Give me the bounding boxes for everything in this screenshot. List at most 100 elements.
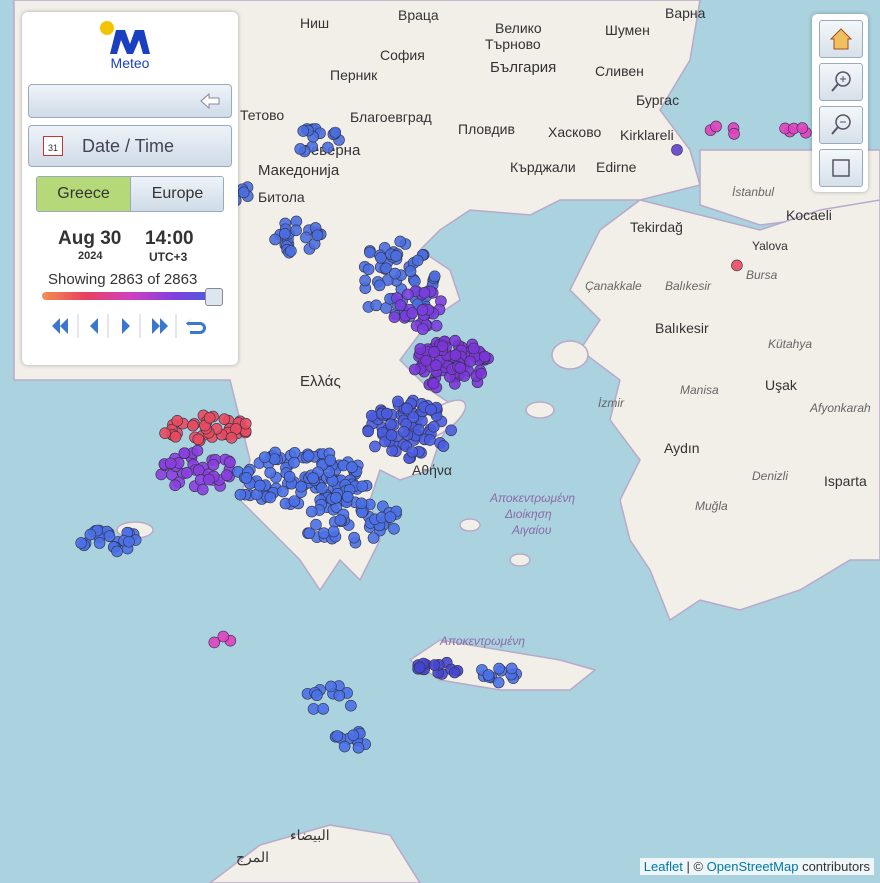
city-label: Yalova <box>752 239 788 253</box>
city-label: Пловдив <box>458 121 515 137</box>
tab-europe[interactable]: Europe <box>130 177 223 211</box>
strike-dot <box>341 490 354 503</box>
strike-dot <box>171 415 184 427</box>
strike-dot <box>407 411 420 424</box>
time: 14:00 <box>145 228 194 249</box>
region-label: Αποκεντρωμένη <box>489 491 575 505</box>
city-label: Tekirdağ <box>630 219 683 235</box>
strike-dot <box>384 511 397 523</box>
city-label: Враца <box>398 7 439 23</box>
city-label: Denizli <box>752 469 788 483</box>
strike-dot <box>283 470 296 483</box>
strike-dot <box>316 482 328 494</box>
attribution: Leaflet | © OpenStreetMap contributors <box>639 858 874 875</box>
strike-dot <box>203 473 215 486</box>
strike-dot <box>385 429 398 441</box>
strike-dot <box>394 299 407 312</box>
city-label: Bursa <box>746 268 778 282</box>
date-time-button[interactable]: 31 Date / Time <box>28 125 232 167</box>
strike-dot <box>279 228 291 240</box>
date: Aug 30 <box>58 228 122 249</box>
strike-dot <box>482 669 495 681</box>
strike-dot <box>449 334 461 347</box>
strike-dot <box>310 518 322 531</box>
strike-dot <box>324 454 337 467</box>
strike-dot <box>258 451 271 463</box>
logo: Meteo <box>100 21 150 71</box>
leaflet-link[interactable]: Leaflet <box>643 859 683 874</box>
slider-handle[interactable] <box>205 288 223 306</box>
strike-dot <box>75 537 87 549</box>
strike-dot <box>796 122 809 134</box>
strike-dot <box>192 464 205 476</box>
reset-button[interactable] <box>186 318 206 334</box>
city-label: Aydın <box>664 440 700 456</box>
strike-dot <box>408 363 421 376</box>
city-label: İstanbul <box>732 185 774 199</box>
strike-dot <box>425 403 437 416</box>
attribution-contributors: contributors <box>802 859 870 874</box>
strike-dot <box>331 730 344 742</box>
strike-dot <box>84 528 97 541</box>
strike-dot <box>464 355 477 368</box>
strike-dot <box>404 265 417 278</box>
strike-dot <box>330 492 342 504</box>
strike-dot <box>352 741 365 754</box>
city-label: İzmir <box>598 396 625 410</box>
city-label: Çanakkale <box>585 279 642 293</box>
tab-greece[interactable]: Greece <box>37 177 130 211</box>
strike-dot <box>454 362 467 374</box>
strike-dot <box>297 125 310 137</box>
strike-dot <box>288 446 301 459</box>
strike-dot <box>338 740 351 753</box>
strike-dot <box>329 126 342 139</box>
city-label: البيضاء <box>290 827 330 843</box>
rewind-button[interactable] <box>52 318 68 334</box>
country-label: Ελλάς <box>300 373 341 390</box>
city-label: Кърджали <box>510 159 576 175</box>
strike-dot <box>449 349 462 362</box>
color-slider[interactable] <box>42 292 218 300</box>
fast-forward-button[interactable] <box>152 318 168 334</box>
strike-dot <box>430 319 443 332</box>
playback-controls <box>52 314 206 338</box>
strike-dot <box>436 340 449 352</box>
control-panel: Meteo 31 Date / Time Greece Europe Aug 3… <box>22 12 238 365</box>
strike-dot <box>169 430 182 443</box>
strike-dot <box>362 263 375 276</box>
strike-dot <box>373 279 386 292</box>
strike-dot <box>416 304 429 316</box>
strike-dot <box>406 307 419 319</box>
strike-dot <box>311 689 323 702</box>
strike-dot <box>388 311 401 323</box>
back-button[interactable] <box>90 318 98 334</box>
strike-dot <box>671 144 683 156</box>
strike-dot <box>375 252 387 264</box>
city-label: Перник <box>330 67 378 83</box>
region-tabs: Greece Europe <box>36 176 224 212</box>
strike-dot <box>409 275 421 288</box>
zoom-out-button[interactable] <box>819 106 863 144</box>
strike-dot <box>413 661 426 674</box>
strike-dot <box>411 254 424 267</box>
fullscreen-button[interactable] <box>819 149 863 187</box>
forward-button[interactable] <box>122 318 130 334</box>
strike-dot <box>418 286 431 299</box>
city-label: Благоевград <box>350 109 432 125</box>
strike-dot <box>392 395 404 408</box>
strike-dot <box>254 479 266 492</box>
city-label: Kocaeli <box>786 207 832 223</box>
home-button[interactable] <box>819 20 863 58</box>
strike-dot <box>224 456 236 468</box>
region-label: Διοίκηση <box>504 507 552 521</box>
strike-dot <box>164 457 177 470</box>
city-label: Варна <box>665 5 706 21</box>
strike-dot <box>180 467 193 479</box>
osm-link[interactable]: OpenStreetMap <box>706 859 799 874</box>
strike-dot <box>402 288 414 301</box>
collapse-button[interactable] <box>28 84 232 118</box>
strike-dot <box>437 440 450 452</box>
strike-dot <box>388 523 400 535</box>
zoom-in-button[interactable] <box>819 63 863 101</box>
